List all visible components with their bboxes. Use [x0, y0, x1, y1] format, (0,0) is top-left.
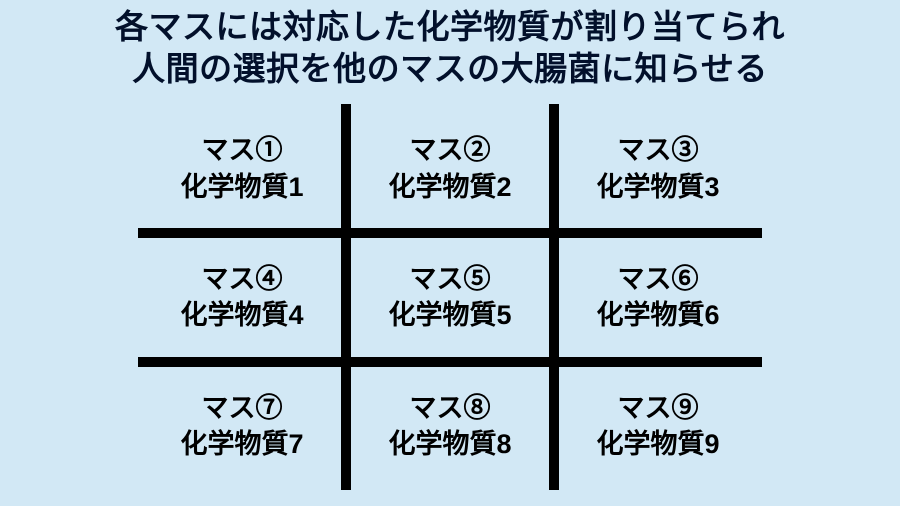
cell-sub: 化学物質9: [596, 426, 719, 462]
cell-label: マス④: [202, 261, 283, 297]
cell-sub: 化学物質5: [388, 297, 511, 333]
grid: マス① 化学物質1 マス② 化学物質2 マス③ 化学物質3 マス④ 化学物質4 …: [138, 104, 762, 490]
cell-label: マス⑨: [618, 390, 699, 426]
cell-sub: 化学物質7: [180, 426, 303, 462]
title-line-2: 人間の選択を他のマスの大腸菌に知らせる: [115, 48, 785, 90]
grid-line-horizontal-2: [138, 357, 762, 367]
cell-5: マス⑤ 化学物質5: [346, 233, 554, 362]
title-line-1: 各マスには対応した化学物質が割り当てられ: [115, 6, 785, 48]
cell-sub: 化学物質3: [596, 169, 719, 205]
cell-label: マス⑧: [410, 390, 491, 426]
cell-1: マス① 化学物質1: [138, 104, 346, 233]
cell-sub: 化学物質8: [388, 426, 511, 462]
cell-label: マス①: [202, 132, 283, 168]
cell-4: マス④ 化学物質4: [138, 233, 346, 362]
cell-8: マス⑧ 化学物質8: [346, 362, 554, 491]
cell-label: マス②: [410, 132, 491, 168]
cell-7: マス⑦ 化学物質7: [138, 362, 346, 491]
cell-9: マス⑨ 化学物質9: [554, 362, 762, 491]
grid-line-vertical-1: [341, 104, 351, 490]
grid-line-horizontal-1: [138, 228, 762, 238]
grid-wrap: マス① 化学物質1 マス② 化学物質2 マス③ 化学物質3 マス④ 化学物質4 …: [138, 104, 762, 490]
cell-6: マス⑥ 化学物質6: [554, 233, 762, 362]
grid-line-vertical-2: [549, 104, 559, 490]
cell-label: マス⑥: [618, 261, 699, 297]
title-block: 各マスには対応した化学物質が割り当てられ 人間の選択を他のマスの大腸菌に知らせる: [115, 6, 785, 90]
cell-label: マス⑤: [410, 261, 491, 297]
cell-sub: 化学物質1: [180, 169, 303, 205]
cell-label: マス⑦: [202, 390, 283, 426]
cell-label: マス③: [618, 132, 699, 168]
cell-sub: 化学物質2: [388, 169, 511, 205]
cell-sub: 化学物質4: [180, 297, 303, 333]
cell-sub: 化学物質6: [596, 297, 719, 333]
cell-2: マス② 化学物質2: [346, 104, 554, 233]
cell-3: マス③ 化学物質3: [554, 104, 762, 233]
